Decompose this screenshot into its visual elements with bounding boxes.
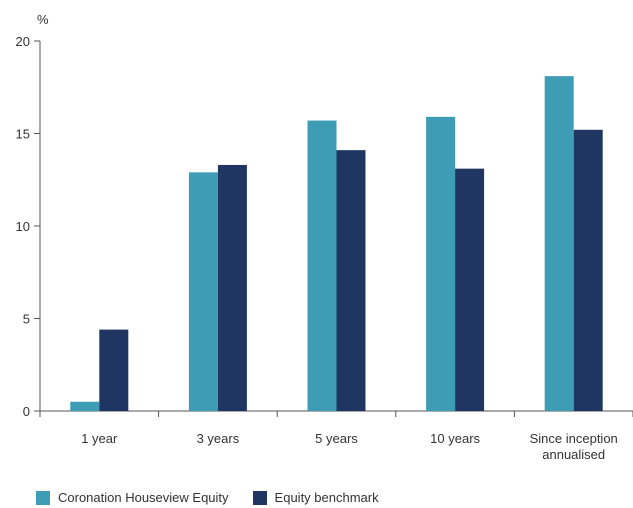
y-tick-label: 10	[16, 219, 30, 234]
legend-item-benchmark: Equity benchmark	[252, 490, 379, 505]
x-tick-label: 5 years	[315, 431, 358, 446]
legend-label-benchmark: Equity benchmark	[274, 490, 379, 505]
y-tick-label: 0	[23, 404, 30, 419]
x-tick-label: Since inception annualised	[530, 431, 618, 462]
legend-label-houseview: Coronation Houseview Equity	[58, 490, 229, 505]
bar-benchmark-3	[455, 168, 485, 411]
legend-swatch-houseview	[36, 490, 50, 505]
bar-benchmark-1	[217, 164, 247, 411]
y-axis-label: %	[37, 12, 49, 27]
bar-benchmark-0	[99, 329, 129, 411]
x-tick-label: 3 years	[197, 431, 240, 446]
bar-benchmark-2	[336, 150, 366, 411]
x-tick-label: 1 year	[81, 431, 118, 446]
bar-houseview-3	[426, 116, 456, 411]
chart-legend: Coronation Houseview Equity Equity bench…	[36, 490, 403, 505]
legend-swatch-benchmark	[252, 490, 267, 505]
y-tick-label: 15	[16, 127, 30, 142]
bar-houseview-4	[544, 76, 574, 412]
legend-item-houseview: Coronation Houseview Equity	[36, 490, 229, 505]
bar-houseview-1	[188, 172, 218, 411]
bar-benchmark-4	[573, 129, 603, 412]
y-tick-label: 5	[23, 312, 30, 327]
bar-houseview-0	[70, 401, 100, 411]
bar-houseview-2	[307, 120, 337, 412]
x-tick-label: 10 years	[430, 431, 480, 446]
y-tick-label: 20	[16, 34, 30, 49]
